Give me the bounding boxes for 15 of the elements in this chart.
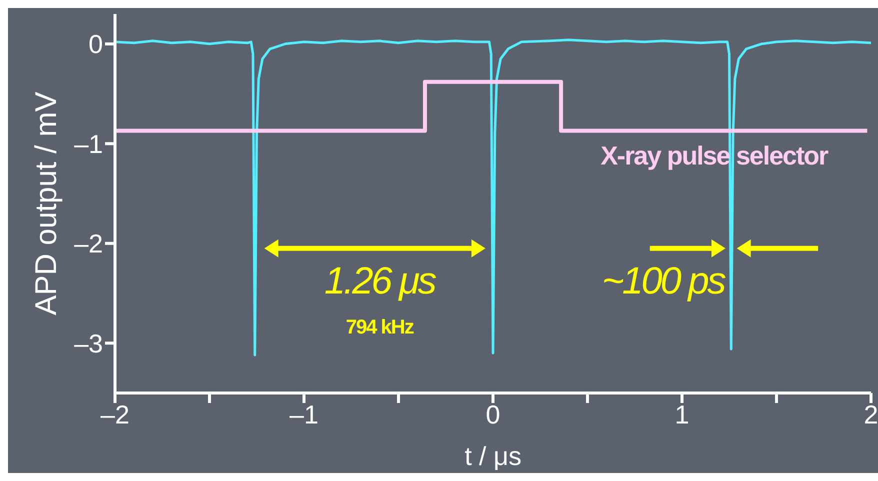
annotation: 794 kHz	[346, 316, 414, 338]
y-axis-title: APD output / mV	[30, 92, 63, 316]
x-tick-label: –1	[290, 399, 318, 430]
x-tick-label: 1	[674, 399, 690, 430]
x-tick-label: 0	[486, 399, 500, 430]
annotation: 1.26 μs	[324, 260, 437, 302]
y-tick-label: 0	[88, 29, 103, 60]
x-tick-label: 2	[864, 399, 878, 430]
x-tick-label: –2	[100, 399, 130, 430]
line-series	[115, 38, 871, 356]
y-tick-label: –3	[74, 328, 103, 358]
annotation: ~100 ps	[602, 260, 726, 302]
y-tick-label: –1	[74, 128, 103, 159]
x-axis-title: t / μs	[464, 441, 522, 471]
y-tick-label: –2	[74, 228, 103, 259]
